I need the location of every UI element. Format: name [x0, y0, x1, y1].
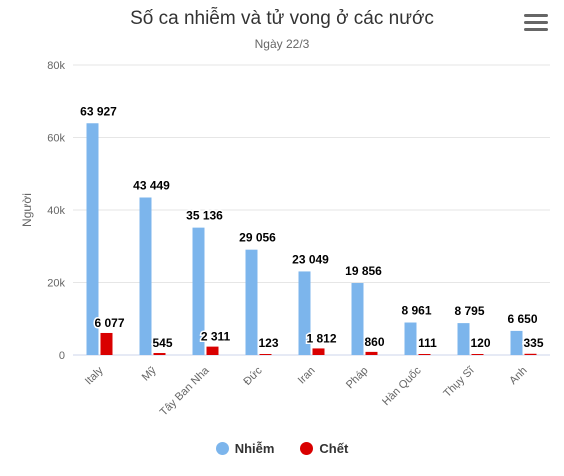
bar-nhiem[interactable] — [139, 197, 152, 355]
y-tick-label: 20k — [47, 278, 65, 290]
data-label: 43 449 — [133, 178, 170, 192]
x-tick-label: Pháp — [344, 365, 371, 392]
legend-item-series-1[interactable]: Chết — [300, 441, 348, 456]
x-tick-label: Mỹ — [140, 364, 159, 383]
data-label: 23 049 — [292, 252, 329, 266]
data-label: 120 — [470, 336, 490, 350]
data-label: 6 650 — [507, 312, 537, 326]
bar-chet[interactable] — [471, 354, 484, 355]
x-tick-label: Tây Ban Nha — [158, 364, 213, 419]
bar-chet[interactable] — [153, 353, 166, 355]
bar-nhiem[interactable] — [298, 271, 311, 355]
legend-label: Nhiễm — [234, 441, 275, 456]
x-tick-label: Đức — [241, 364, 265, 388]
y-tick-label: 0 — [59, 350, 65, 362]
x-tick-label: Thụy Sĩ — [441, 364, 477, 400]
data-label: 8 961 — [401, 304, 431, 318]
bar-chet[interactable] — [365, 351, 378, 355]
bar-chet[interactable] — [312, 348, 325, 355]
legend-marker-icon — [215, 442, 229, 455]
chart-title: Số ca nhiễm và tử vong ở các nước — [130, 8, 434, 29]
data-label: 19 856 — [345, 264, 382, 278]
bar-nhiem[interactable] — [457, 323, 470, 355]
data-label: 860 — [364, 335, 384, 349]
legend-item-series-0[interactable]: Nhiễm — [215, 441, 275, 456]
data-label: 335 — [523, 336, 543, 350]
bar-nhiem[interactable] — [86, 123, 99, 356]
chart-legend: Nhiễm Chết — [0, 441, 564, 456]
data-label: 123 — [258, 336, 278, 350]
bar-chet[interactable] — [100, 332, 113, 355]
bar-nhiem[interactable] — [404, 322, 417, 355]
chart-subtitle: Ngày 22/3 — [254, 37, 310, 51]
y-axis-label: Người — [20, 193, 34, 227]
bar-chet[interactable] — [259, 354, 272, 355]
bar-chet[interactable] — [524, 353, 537, 355]
legend-label: Chết — [319, 441, 349, 456]
data-label: 111 — [418, 336, 437, 350]
bar-chet[interactable] — [206, 346, 219, 355]
y-tick-label: 60k — [47, 133, 65, 145]
legend-marker-icon — [300, 442, 314, 455]
data-label: 29 056 — [239, 231, 276, 245]
data-label: 8 795 — [454, 304, 484, 318]
bar-nhiem[interactable] — [192, 227, 205, 355]
data-label: 6 077 — [94, 316, 124, 330]
data-label: 545 — [152, 336, 172, 350]
data-label: 2 311 — [201, 330, 231, 344]
hamburger-menu-icon[interactable] — [524, 14, 548, 34]
data-label: 63 927 — [80, 104, 117, 118]
bar-nhiem[interactable] — [245, 249, 258, 355]
bar-chart: 0 20k 40k 60k 80k Người 63 927 6 077 43 449 545… — [20, 60, 550, 419]
x-tick-label: Italy — [83, 364, 106, 387]
data-label: 1 812 — [306, 331, 336, 345]
bar-chet[interactable] — [418, 354, 431, 355]
data-label: 35 136 — [186, 209, 223, 223]
bar-nhiem[interactable] — [351, 283, 364, 355]
y-tick-label: 80k — [47, 60, 65, 72]
x-tick-label: Iran — [296, 365, 318, 387]
x-tick-label: Anh — [507, 365, 529, 387]
y-tick-label: 40k — [47, 205, 65, 217]
bar-nhiem[interactable] — [510, 330, 523, 355]
x-tick-label: Hàn Quốc — [380, 364, 424, 408]
